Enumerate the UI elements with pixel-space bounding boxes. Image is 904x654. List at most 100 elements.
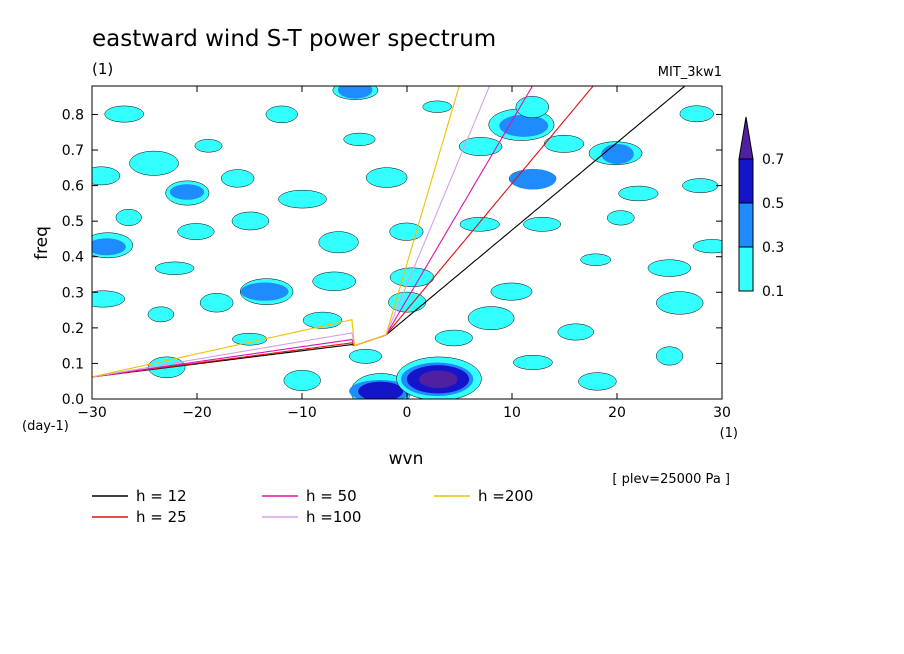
colorbar: 0.1 0.3 0.5 0.7 (738, 116, 784, 300)
contour-blob (606, 210, 635, 226)
contour-blob (239, 278, 294, 305)
contour-blob (92, 232, 134, 259)
x-tick-label: −30 (77, 405, 107, 421)
colorbar-arrow (738, 116, 754, 160)
x-tick-label: −10 (287, 405, 317, 421)
contour-blob (332, 86, 379, 100)
contour-blob (580, 253, 612, 266)
contour-blob (220, 169, 255, 188)
y-tick-label: 0.3 (62, 285, 84, 301)
contour-blob (543, 134, 585, 153)
y-axis-unit: (day-1) (22, 419, 69, 434)
contour-blob (92, 290, 126, 308)
legend-item: h =200 (434, 487, 533, 505)
y-tick-label: 0.5 (62, 214, 84, 230)
contour-blob (278, 189, 327, 209)
dispersion-curve (92, 86, 460, 378)
colorbar-label: 0.1 (762, 284, 784, 300)
contour-blob (177, 223, 215, 240)
legend-label: h = 50 (306, 487, 357, 505)
contour-blob (155, 261, 195, 275)
contour-blob (513, 354, 553, 370)
contour-blob (434, 329, 473, 347)
colorbar-segment (738, 202, 754, 248)
contour-blob (92, 166, 121, 186)
contour-blob (656, 291, 704, 315)
contour-blob (318, 231, 359, 254)
contour-blob (104, 105, 144, 123)
plev-annotation: [ plev=25000 Pa ] (612, 472, 730, 487)
plot-area (92, 86, 722, 399)
y-tick-label: 0.7 (62, 143, 84, 159)
y-tick-label: 0.1 (62, 356, 84, 372)
contour-blob (396, 356, 482, 399)
y-tick-label: 0.2 (62, 321, 84, 337)
contour-blob (147, 306, 175, 323)
contour-blob (508, 168, 557, 190)
legend-item: h = 50 (262, 487, 357, 505)
legend-item: h = 25 (92, 508, 187, 526)
chart-subtitle-right: MIT_3kw1 (658, 65, 722, 80)
x-tick-label: 20 (608, 405, 626, 421)
contour-blob (588, 141, 643, 166)
contour-blob (199, 293, 234, 313)
legend-label: h =100 (306, 508, 361, 526)
contour-blob (647, 259, 692, 277)
colorbar-segment (738, 246, 754, 292)
contour-blob (422, 100, 452, 113)
contour-blob (692, 239, 722, 254)
x-tick-label: 0 (403, 405, 412, 421)
chart-subtitle-left: (1) (92, 60, 113, 78)
contour-blob (283, 370, 321, 391)
dispersion-curve (92, 86, 686, 378)
curve-legend: h = 12 h = 25 h = 50 h =100 h =200 (92, 487, 533, 526)
contour-blob (679, 105, 714, 123)
contour-blob (343, 132, 376, 146)
y-axis-label: freq (32, 226, 52, 260)
contour-blob (682, 178, 719, 193)
contour-blob (578, 372, 617, 391)
y-tick-label: 0.8 (62, 107, 84, 123)
colorbar-label: 0.5 (762, 196, 784, 212)
dispersion-curve (92, 86, 594, 378)
x-axis-ticks: −30 −20 −10 0 10 20 30 (77, 86, 731, 421)
contour-blob (348, 348, 382, 364)
contour-blob (389, 267, 435, 288)
contour-blob (459, 217, 500, 232)
contour-blob (231, 211, 270, 231)
contour-blob (523, 216, 562, 232)
y-tick-label: 0.4 (62, 250, 84, 266)
x-axis-label: wvn (389, 449, 424, 469)
contour-blob (194, 139, 223, 153)
colorbar-label: 0.7 (762, 152, 784, 168)
contour-blob (265, 105, 298, 124)
contour-blob (655, 346, 684, 366)
contour-blob (165, 180, 210, 206)
contour-blob (458, 137, 503, 156)
legend-item: h =100 (262, 508, 361, 526)
contour-field (92, 86, 722, 399)
legend-label: h = 25 (136, 508, 187, 526)
legend-label: h =200 (478, 487, 533, 505)
x-axis-unit: (1) (720, 426, 738, 441)
contour-blob (618, 185, 659, 202)
contour-blob (115, 208, 142, 226)
contour-blob (312, 271, 357, 291)
contour-blob (365, 167, 408, 188)
colorbar-segment (738, 158, 754, 204)
y-tick-label: 0.6 (62, 179, 84, 195)
dispersion-curves (92, 86, 686, 378)
contour-blob (490, 282, 533, 301)
dispersion-curve (92, 86, 491, 378)
contour-blob (515, 96, 549, 119)
legend-item: h = 12 (92, 487, 187, 505)
x-tick-label: −20 (182, 405, 212, 421)
legend-label: h = 12 (136, 487, 187, 505)
y-axis-ticks: 0.0 0.1 0.2 0.3 0.4 0.5 0.6 0.7 0.8 (62, 107, 722, 408)
x-tick-label: 30 (713, 405, 731, 421)
dispersion-curve (92, 86, 534, 378)
contour-blob (349, 373, 412, 399)
x-tick-label: 10 (503, 405, 521, 421)
colorbar-label: 0.3 (762, 240, 784, 256)
